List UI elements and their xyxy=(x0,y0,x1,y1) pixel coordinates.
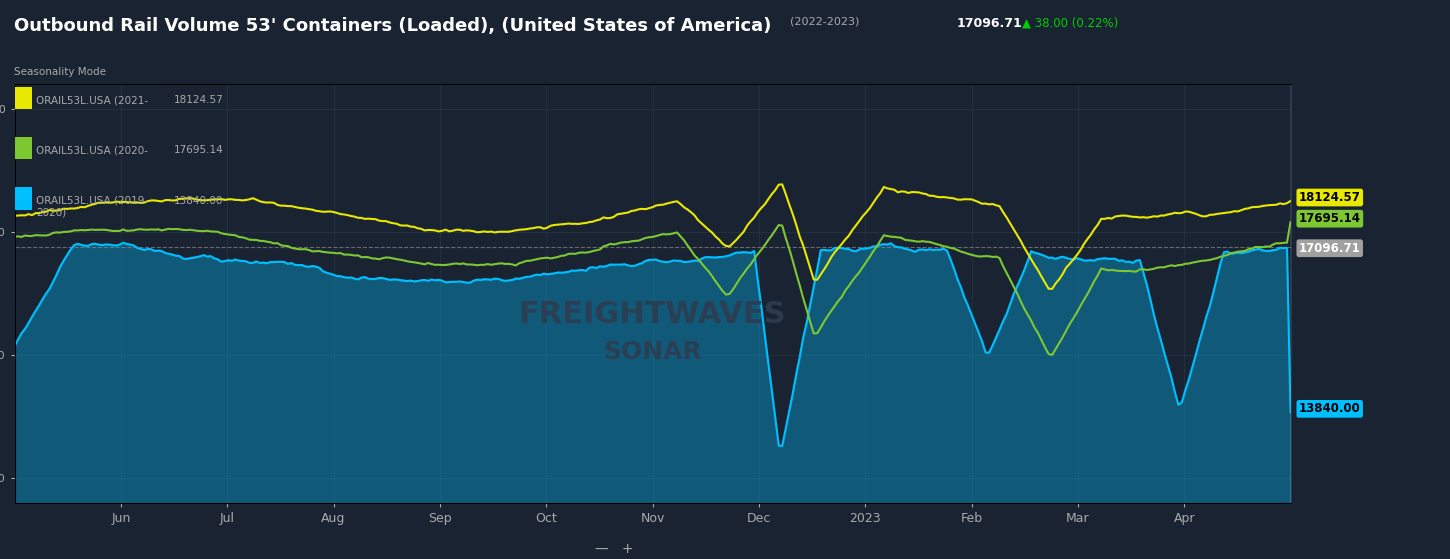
Text: FREIGHTWAVES: FREIGHTWAVES xyxy=(519,300,786,329)
Text: (2022-2023): (2022-2023) xyxy=(790,17,860,27)
Text: ORAIL53L.USA (2020-: ORAIL53L.USA (2020- xyxy=(36,145,148,155)
Text: 17096.71: 17096.71 xyxy=(1299,241,1360,255)
Text: Outbound Rail Volume 53' Containers (Loaded), (United States of America): Outbound Rail Volume 53' Containers (Loa… xyxy=(14,17,771,35)
Text: 18124.57: 18124.57 xyxy=(174,95,223,105)
Text: 17096.71: 17096.71 xyxy=(957,17,1022,30)
Text: 17695.14: 17695.14 xyxy=(1299,212,1362,225)
Text: SONAR: SONAR xyxy=(603,340,702,364)
Text: —   +: — + xyxy=(594,542,634,556)
Text: 13840.00: 13840.00 xyxy=(174,196,223,206)
Text: ▲ 38.00 (0.22%): ▲ 38.00 (0.22%) xyxy=(1022,17,1118,30)
Text: Seasonality Mode: Seasonality Mode xyxy=(14,67,106,77)
Text: 18124.57: 18124.57 xyxy=(1299,191,1360,204)
Text: ORAIL53L.USA (2021-: ORAIL53L.USA (2021- xyxy=(36,95,148,105)
Text: 13840.00: 13840.00 xyxy=(1299,402,1360,415)
Text: 17695.14: 17695.14 xyxy=(174,145,223,155)
Text: ORAIL53L.USA (2019-
2020): ORAIL53L.USA (2019- 2020) xyxy=(36,196,148,217)
